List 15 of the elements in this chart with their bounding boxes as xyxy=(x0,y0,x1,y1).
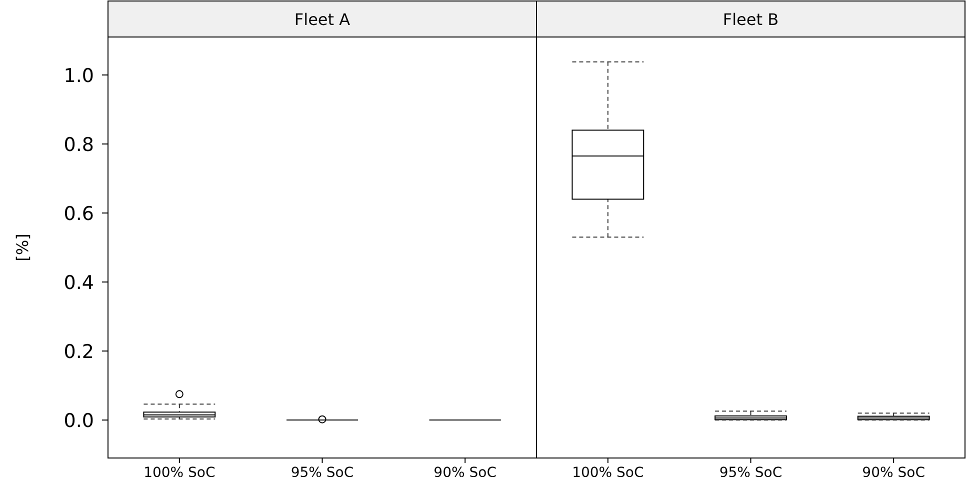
x-tick-label: 90% SoC xyxy=(862,465,926,477)
y-tick-label: 0.6 xyxy=(64,202,94,225)
y-tick-label: 0.8 xyxy=(64,134,94,156)
x-tick-label: 100% SoC xyxy=(572,465,644,477)
y-axis-title: [%] xyxy=(13,234,32,262)
chart-title: Fleet B xyxy=(722,10,779,29)
x-tick-label: 95% SoC xyxy=(290,465,354,477)
chart-title: Fleet A xyxy=(294,10,350,29)
y-tick-label: 1.0 xyxy=(64,64,94,87)
x-tick-label: 100% SoC xyxy=(144,465,216,477)
y-tick-label: 0.2 xyxy=(64,341,94,364)
y-tick-label: 0.4 xyxy=(64,272,94,294)
y-tick-label: 0.0 xyxy=(64,410,94,432)
x-tick-label: 95% SoC xyxy=(719,465,782,477)
x-tick-label: 90% SoC xyxy=(434,465,497,477)
